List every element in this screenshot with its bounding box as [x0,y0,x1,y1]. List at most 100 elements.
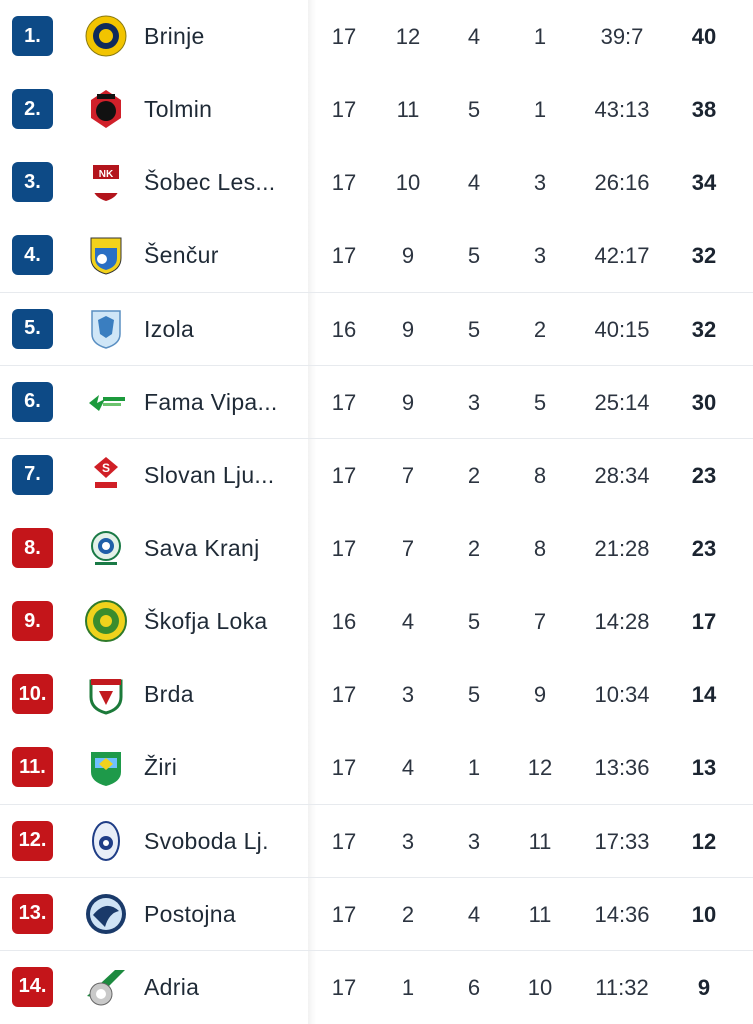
points-value: 17 [691,609,717,635]
team-name[interactable]: Sava Kranj [144,535,260,561]
goals-value: 14:36 [594,901,650,927]
team-name[interactable]: Fama Vipa... [144,388,278,415]
standings-row[interactable]: 7. S Slovan Lju... 17 7 2 8 28:34 23 [0,438,753,513]
drawn-value: 5 [467,609,481,635]
played-value: 17 [331,170,357,196]
standings-row[interactable]: 9. Škofja Loka 16 4 5 7 14:28 17 [0,585,753,659]
column-divider [308,950,316,1024]
won-value: 4 [401,755,415,781]
team-name[interactable]: Škofja Loka [144,608,268,635]
lost-value: 8 [533,462,547,488]
standings-row[interactable]: 11. Žiri 17 4 1 12 13:36 13 [0,731,753,806]
rank-badge: 1. [12,16,53,56]
column-divider [308,73,316,146]
points-value: 30 [691,389,717,415]
team-name[interactable]: Svoboda Lj. [144,827,269,854]
stats-cell [312,658,753,731]
goals-value: 17:33 [594,828,650,854]
won-value: 9 [401,243,415,269]
sencur-crest-icon [84,233,128,277]
izola-crest-icon [84,307,128,351]
drawn-value: 3 [467,828,481,854]
standings-row[interactable]: 2. Tolmin 17 11 5 1 43:13 38 [0,73,753,147]
played-value: 17 [331,389,357,415]
rank-badge: 6. [12,381,53,422]
standings-row[interactable]: 4. Šenčur 17 9 5 3 42:17 32 [0,219,753,294]
rank-badge: 3. [12,162,53,203]
rank-badge: 9. [12,601,53,642]
column-divider [308,365,316,439]
team-name[interactable]: Brda [144,681,194,708]
points-value: 32 [691,316,717,342]
won-value: 1 [401,974,415,1000]
goals-value: 43:13 [594,97,650,123]
drawn-value: 5 [467,682,481,708]
drawn-value: 5 [467,243,481,269]
team-name[interactable]: Šenčur [144,242,219,269]
won-value: 3 [401,682,415,708]
won-value: 2 [401,901,415,927]
team-name[interactable]: Brinje [144,23,205,49]
rank-badge: 2. [12,89,53,130]
won-value: 9 [401,316,415,342]
points-value: 32 [691,243,717,269]
stats-cell [312,731,753,805]
team-name[interactable]: Šobec Les... [144,169,276,196]
drawn-value: 3 [467,389,481,415]
standings-row[interactable]: 6. Fama Vipa... 17 9 3 5 25:14 30 [0,365,753,440]
stats-cell [312,146,753,219]
played-value: 17 [331,24,357,49]
column-divider [308,877,316,951]
won-value: 3 [401,828,415,854]
rank-badge: 7. [12,454,53,495]
standings-row[interactable]: 3. NK Šobec Les... 17 10 4 3 26:16 34 [0,146,753,220]
stats-cell [312,804,753,878]
standings-row[interactable]: 13. Postojna 17 2 4 11 14:36 10 [0,877,753,952]
played-value: 17 [331,682,357,708]
team-name[interactable]: Adria [144,973,200,1000]
team-name[interactable]: Izola [144,315,195,342]
standings-row[interactable]: 14. Adria 17 1 6 10 11:32 9 [0,950,753,1024]
goals-value: 13:36 [594,755,650,781]
goals-value: 25:14 [594,389,650,415]
points-value: 40 [691,24,717,49]
points-value: 9 [697,974,711,1000]
drawn-value: 2 [467,462,481,488]
goals-value: 42:17 [594,243,650,269]
played-value: 17 [331,536,357,561]
rank-badge: 12. [12,820,53,861]
slovan-crest-icon: S [84,453,128,497]
points-value: 12 [691,828,717,854]
lost-value: 5 [533,389,547,415]
stats-cell [312,219,753,293]
team-name[interactable]: Tolmin [144,96,213,123]
lost-value: 3 [533,170,547,196]
played-value: 16 [331,316,357,342]
standings-row[interactable]: 5. Izola 16 9 5 2 40:15 32 [0,292,753,367]
team-name[interactable]: Slovan Lju... [144,461,275,488]
rank-badge: 8. [12,528,53,568]
team-name[interactable]: Postojna [144,900,236,927]
standings-row[interactable]: 8. Sava Kranj 17 7 2 8 21:28 23 [0,512,753,586]
team-name[interactable]: Žiri [144,754,178,781]
skofja-loka-crest-icon [84,599,128,643]
standings-row[interactable]: 12. Svoboda Lj. 17 3 3 11 17:33 12 [0,804,753,879]
goals-value: 21:28 [594,536,650,561]
drawn-value: 4 [467,24,481,49]
points-value: 38 [691,97,717,123]
rank-badge: 5. [12,308,53,349]
column-divider [308,0,316,73]
standings-row[interactable]: 10. Brda 17 3 5 9 10:34 14 [0,658,753,732]
sava-kranj-crest-icon [84,526,128,570]
lost-value: 9 [533,682,547,708]
rank-badge: 11. [12,747,53,788]
stats-cell [312,877,753,951]
played-value: 17 [331,462,357,488]
stats-cell [312,438,753,512]
goals-value: 39:7 [600,24,644,49]
svg-text:S: S [102,461,110,475]
standings-row[interactable]: 1. Brinje 17 12 4 1 39:7 40 [0,0,753,74]
stats-cell [312,950,753,1024]
drawn-value: 6 [467,974,481,1000]
